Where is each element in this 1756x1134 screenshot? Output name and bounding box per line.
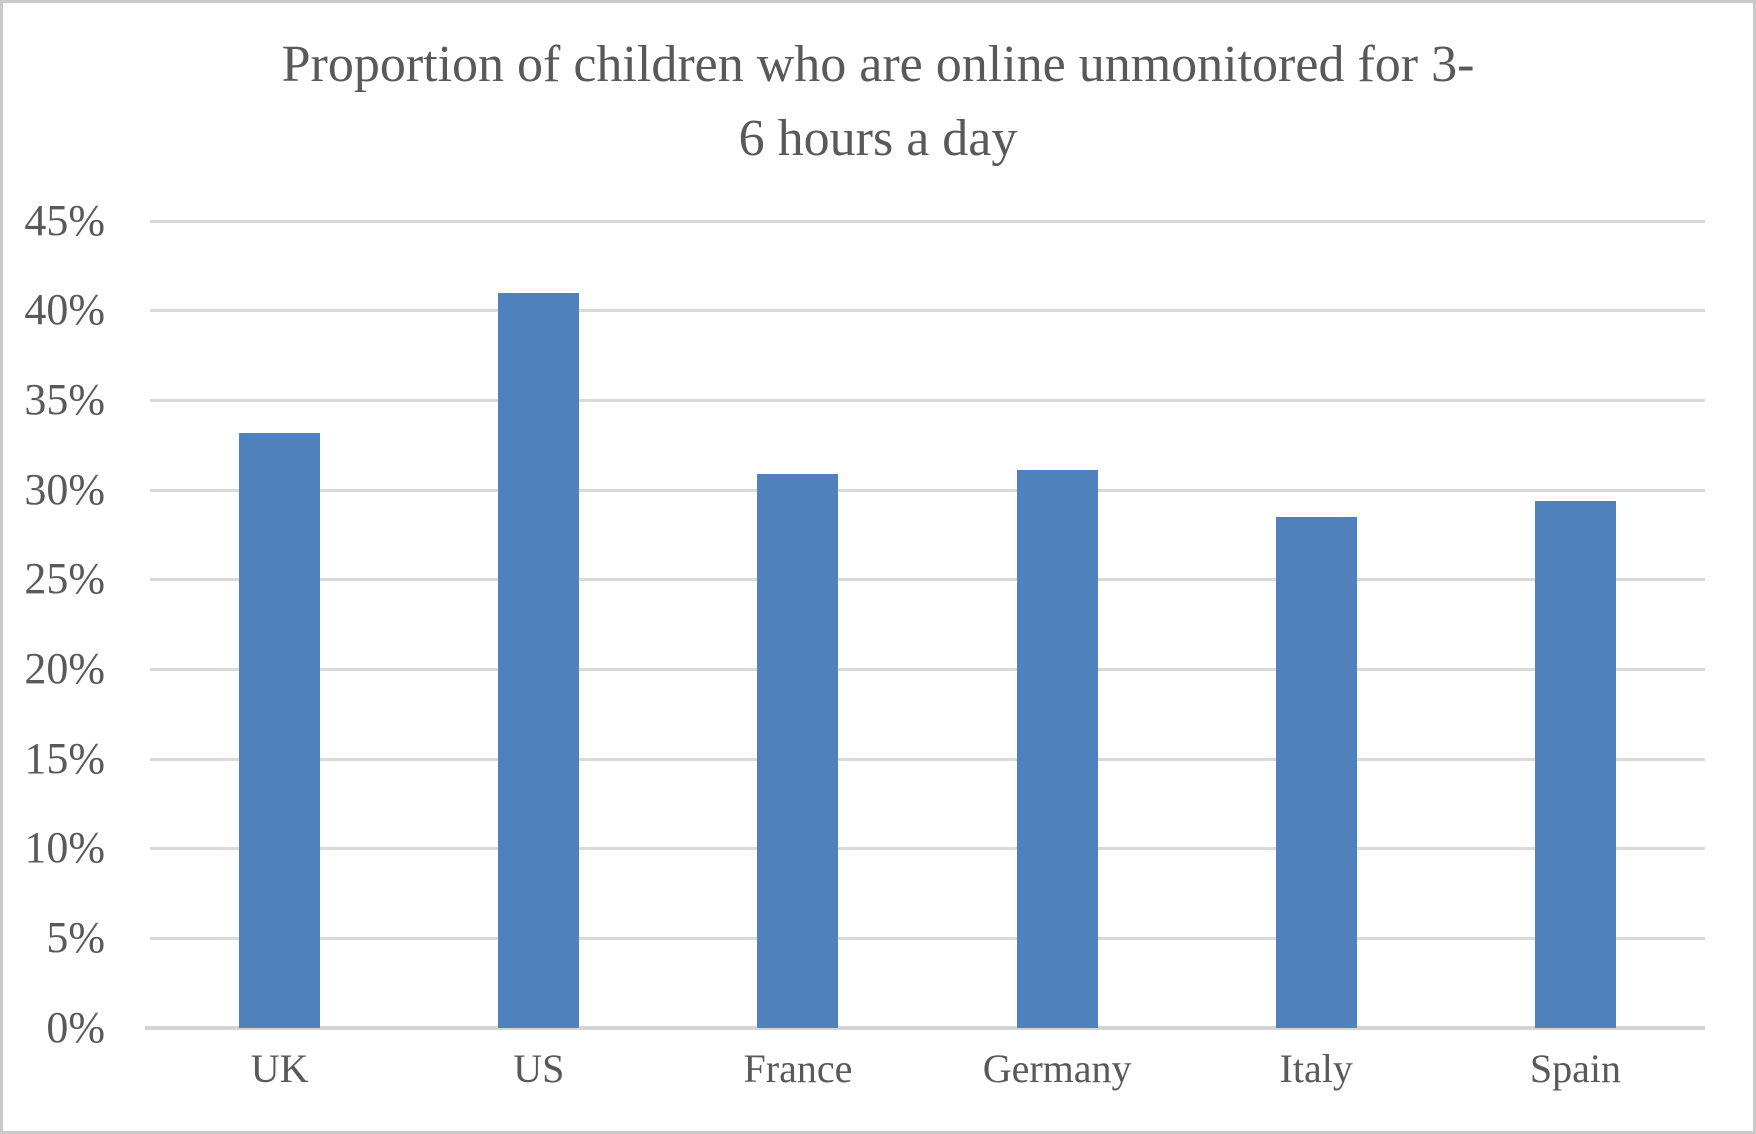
bar-slot xyxy=(928,221,1187,1028)
bar-italy xyxy=(1275,516,1357,1028)
bar-slot xyxy=(1187,221,1446,1028)
x-axis-label: Italy xyxy=(1279,1046,1353,1091)
gridline xyxy=(150,847,1705,851)
gridline xyxy=(150,219,1705,223)
plot-area xyxy=(145,219,1705,1030)
chart-title-line-1: Proportion of children who are online un… xyxy=(281,36,1475,93)
y-axis-label: 0% xyxy=(46,1002,105,1052)
bar-spain xyxy=(1534,500,1616,1028)
y-axis-label: 35% xyxy=(24,375,105,425)
x-axis-line xyxy=(145,1026,1705,1030)
bar-france xyxy=(757,473,839,1028)
chart-title-line-2: 6 hours a day xyxy=(738,110,1018,167)
gridline xyxy=(150,309,1705,313)
x-axis-label: Germany xyxy=(982,1046,1132,1091)
y-axis-label: 45% xyxy=(24,195,105,245)
x-axis-label: Spain xyxy=(1529,1046,1621,1091)
y-axis-label: 15% xyxy=(24,733,105,783)
y-axis-label: 20% xyxy=(24,644,105,694)
x-axis-label: France xyxy=(743,1046,853,1091)
x-axis-label: UK xyxy=(250,1046,309,1091)
x-axis-label: US xyxy=(513,1046,565,1091)
y-axis-label: 30% xyxy=(24,464,105,514)
bar-series xyxy=(150,221,1705,1028)
gridline xyxy=(150,488,1705,492)
gridline xyxy=(150,578,1705,582)
bar-slot xyxy=(668,221,927,1028)
y-axis-label: 40% xyxy=(24,285,105,335)
gridline xyxy=(150,398,1705,402)
bar-uk xyxy=(239,432,321,1028)
bar-slot xyxy=(1446,221,1705,1028)
chart-title: Proportion of children who are online un… xyxy=(0,28,1756,176)
bar-slot xyxy=(409,221,668,1028)
y-axis: 0% 5% 10% 15% 20% 25% 30% 35% 40% 45% xyxy=(0,196,150,1052)
y-axis-label: 10% xyxy=(24,823,105,873)
bar-us xyxy=(498,292,580,1028)
x-axis: UK US France Germany Italy Spain xyxy=(150,1034,1705,1104)
bar-slot xyxy=(150,221,409,1028)
y-axis-label: 25% xyxy=(24,554,105,604)
gridline xyxy=(150,936,1705,940)
gridline xyxy=(150,757,1705,761)
y-axis-label: 5% xyxy=(46,913,105,963)
bar-germany xyxy=(1016,470,1098,1028)
gridline xyxy=(150,667,1705,671)
